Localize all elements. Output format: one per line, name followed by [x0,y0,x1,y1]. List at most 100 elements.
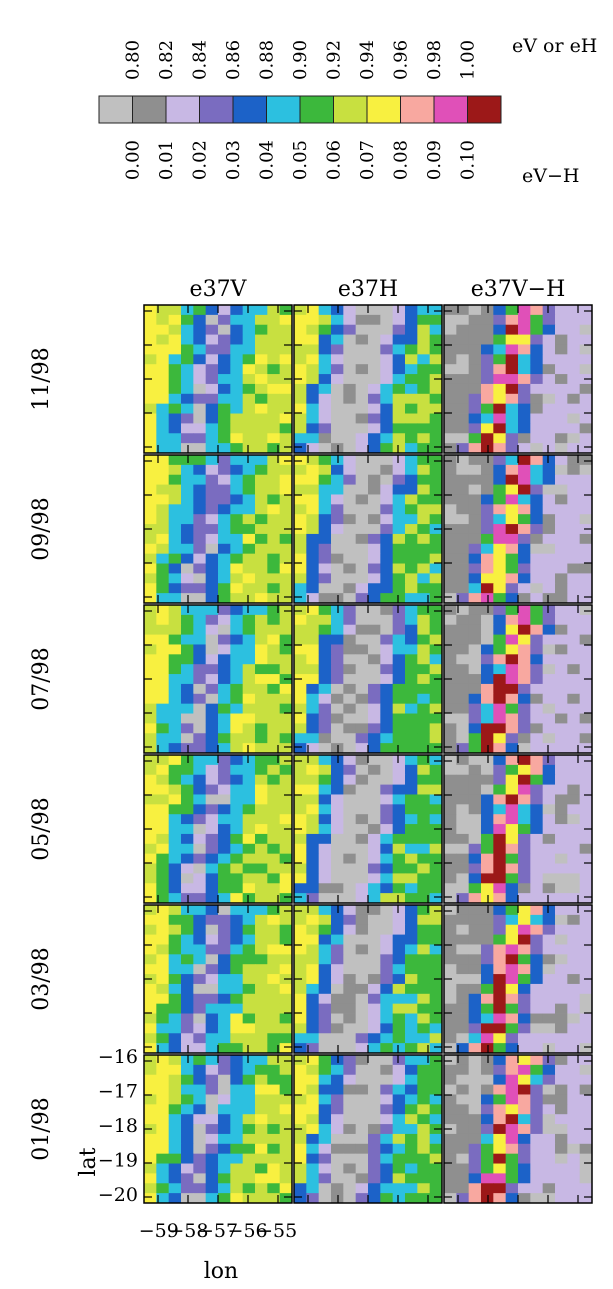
heatmap-cell [242,944,256,955]
heatmap-cell [230,664,244,675]
heatmap-cell [579,1094,593,1105]
heatmap-cell [555,644,568,655]
heatmap-cell [306,733,320,744]
heatmap-cell [505,993,519,1005]
heatmap-cell [518,504,531,515]
heatmap-cell [218,1023,231,1034]
heatmap-cell [468,494,482,505]
heatmap-cell [481,383,494,395]
heatmap-cell [429,593,443,604]
legend-top-tick-label: 0.98 [424,40,445,80]
heatmap-cell [493,983,507,995]
heatmap-cell [530,723,544,734]
heatmap-cell [218,344,231,355]
heatmap-cell [405,924,418,935]
heatmap-cell [205,334,219,345]
heatmap-cell [242,954,256,965]
heatmap-cell [242,863,256,874]
heatmap-cell [355,614,369,626]
heatmap-cell [542,563,556,574]
heatmap-cell [417,1114,431,1125]
heatmap-cell [306,504,320,515]
heatmap-cell [156,1003,170,1014]
heatmap-cell [468,964,482,975]
heatmap-cell [156,1064,170,1076]
heatmap-cell [444,893,457,904]
heatmap-cell [518,843,531,855]
heatmap-cell [218,644,231,655]
heatmap-cell [518,443,531,454]
heatmap-cell [318,1094,332,1105]
heatmap-cell [493,1033,507,1044]
heatmap-cell [168,494,182,505]
heatmap-cell [429,464,443,476]
heatmap-cell [444,314,457,326]
heatmap-cell [417,863,431,874]
heatmap-cell [555,1074,568,1085]
heatmap-cell [230,794,244,805]
heatmap-cell [405,654,418,665]
heatmap-cell [456,924,470,935]
heatmap-cell [331,814,344,825]
heatmap-cell [481,1124,494,1135]
heatmap-cell [343,1133,357,1145]
heatmap-cell [368,833,381,845]
heatmap-cell [481,883,494,894]
heatmap-cell [331,863,344,874]
heatmap-cell [318,314,332,326]
heatmap-cell [279,1074,293,1085]
heatmap-cell [355,1114,369,1125]
heatmap-cell [444,383,457,395]
heatmap-cell [481,693,494,705]
heatmap-cell [444,403,457,414]
heatmap-cell [331,374,344,385]
heatmap-cell [306,393,320,405]
heatmap-cell [555,983,568,995]
heatmap-cell [493,504,507,515]
heatmap-cell [218,703,231,714]
heatmap-cell [242,853,256,864]
heatmap-cell [481,1173,494,1184]
legend-bottom-tick-label: 0.00 [123,140,144,180]
heatmap-cell [267,433,281,444]
heatmap-cell [392,964,406,975]
heatmap-cell [279,664,293,675]
heatmap-cell [405,674,418,685]
heatmap-cell [555,514,568,525]
heatmap-cell [156,804,170,815]
heatmap-cell [530,583,544,594]
heatmap-cell [193,1153,207,1164]
heatmap-cell [255,593,268,604]
heatmap-cell [331,583,344,594]
heatmap-cell [156,833,170,845]
heatmap-cell [505,563,519,574]
heatmap-cell [392,474,406,485]
heatmap-cell [444,1064,457,1076]
heatmap-cell [355,833,369,845]
heatmap-cell [417,583,431,594]
heatmap-cell [429,393,443,405]
heatmap-cell [493,794,507,805]
heatmap-cell [156,354,170,365]
heatmap-cell [493,423,507,434]
heatmap-cell [579,723,593,734]
heatmap-cell [193,573,207,584]
heatmap-cell [456,863,470,874]
heatmap-cell [255,654,268,665]
heatmap-cell [429,563,443,574]
heatmap-cell [530,455,544,466]
heatmap-panel [143,904,293,1054]
heatmap-cell [218,954,231,965]
legend-top-tick-label: 0.94 [357,40,378,80]
heatmap-cell [255,573,268,584]
heatmap-cell [493,1064,507,1076]
heatmap-cell [417,624,431,635]
heatmap-cell [579,423,593,434]
heatmap-cell [355,755,369,766]
heatmap-cell [294,654,307,665]
heatmap-cell [542,455,556,466]
heatmap-cell [218,563,231,574]
heatmap-cell [267,654,281,665]
heatmap-cell [144,664,157,675]
heatmap-cell [343,634,357,645]
